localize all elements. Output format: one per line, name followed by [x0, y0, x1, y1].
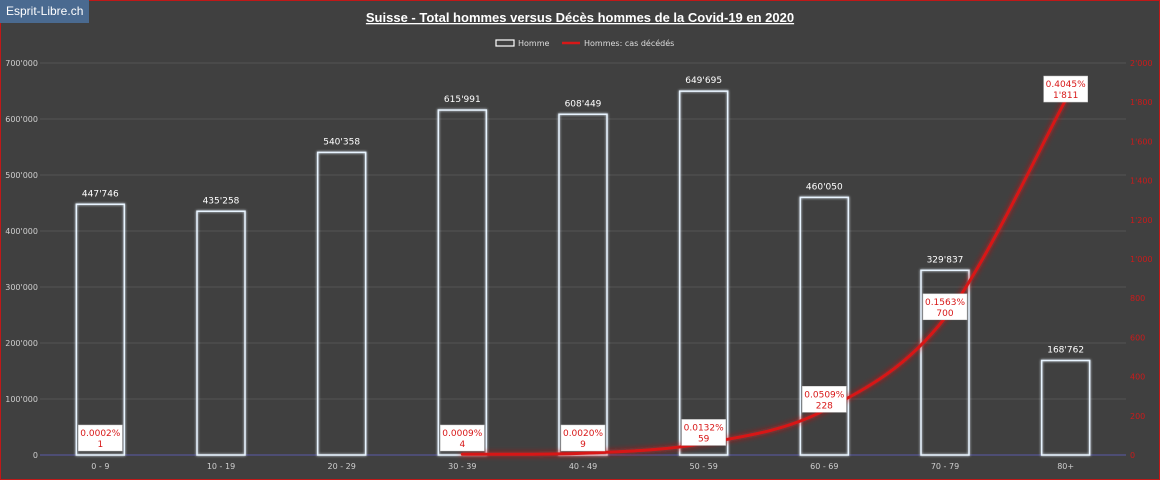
bar-homme	[558, 113, 608, 456]
x-tick-label: 10 - 19	[207, 462, 235, 471]
chart-title: Suisse - Total hommes versus Décès homme…	[366, 10, 794, 25]
bar-value-label: 540'358	[323, 137, 360, 147]
bar-homme	[75, 203, 126, 456]
y-left-tick-label: 600'000	[5, 115, 38, 124]
bar-value-label: 447'746	[82, 189, 119, 199]
death-label-background	[922, 293, 968, 321]
death-label-background	[78, 424, 123, 452]
y-right-tick-label: 1'400	[1130, 177, 1153, 186]
bar-homme	[1040, 359, 1091, 456]
death-label-background	[681, 419, 726, 446]
y-left-tick-label: 400'000	[5, 227, 38, 236]
legend: Homme Hommes: cas décédés	[495, 38, 674, 48]
death-label-box: 0.0509%228	[802, 386, 847, 413]
death-label-box: 0.0002%1	[78, 424, 123, 452]
x-tick-label: 60 - 69	[810, 462, 838, 471]
death-percent-label: 0.0132%	[684, 423, 724, 433]
y-left-tick-label: 0	[33, 451, 38, 460]
death-label-box: 0.4045%1'811	[1043, 75, 1088, 103]
death-percent-label: 0.0020%	[563, 429, 603, 439]
y-left-tick-label: 700'000	[5, 59, 38, 68]
legend-label-deces: Hommes: cas décédés	[584, 38, 674, 48]
x-tick-label: 50 - 59	[689, 462, 717, 471]
gridlines	[40, 62, 1126, 456]
y-right-tick-label: 1'200	[1130, 216, 1153, 225]
bar-value-label: 435'258	[203, 196, 240, 206]
x-tick-label: 40 - 49	[569, 462, 597, 471]
bar-homme	[799, 196, 850, 456]
y-left-tick-label: 200'000	[5, 339, 38, 348]
y-right-tick-label: 2'000	[1130, 59, 1153, 68]
y-axis-left: 0 100'000 200'000 300'000 400'000 500'000 600'…	[5, 59, 38, 460]
legend-swatch-homme	[495, 39, 515, 47]
bar-value-label: 608'449	[565, 99, 602, 109]
bar-value-label: 168'762	[1047, 345, 1084, 355]
y-right-tick-label: 800	[1130, 294, 1145, 303]
bar-homme	[196, 210, 246, 456]
death-count-label: 1'811	[1053, 91, 1078, 101]
death-label-background	[1043, 75, 1088, 103]
y-right-tick-label: 1'600	[1130, 137, 1153, 146]
death-label-box: 0.0020%9	[560, 424, 606, 452]
death-count-label: 228	[816, 401, 833, 411]
bar-value-label: 649'695	[685, 76, 722, 86]
bar-homme	[920, 269, 970, 456]
death-label-background	[802, 386, 847, 413]
line-series-deces	[460, 98, 1068, 456]
y-right-tick-label: 1'800	[1130, 98, 1153, 107]
site-badge[interactable]: Esprit-Libre.ch	[0, 0, 90, 23]
y-left-tick-label: 100'000	[5, 395, 38, 404]
death-percent-label: 0.0009%	[442, 429, 482, 439]
y-left-tick-label: 300'000	[5, 283, 38, 292]
y-right-tick-label: 600	[1130, 333, 1145, 342]
x-tick-label: 70 - 79	[931, 462, 959, 471]
y-axis-right: 0 200 400 600 800 1'000 1'200 1'400 1'600 1'800 2'…	[1130, 59, 1153, 460]
death-percent-label: 0.1563%	[925, 298, 965, 308]
legend-label-homme: Homme	[518, 39, 549, 48]
death-label-box: 0.1563%700	[922, 293, 968, 321]
y-right-tick-label: 1'000	[1130, 255, 1153, 264]
death-label-box: 0.0009%4	[440, 424, 485, 452]
death-percent-label: 0.0509%	[804, 390, 844, 400]
death-data-labels: 0.0002%1 0.0009%4 0.0020%9 0.0132%59 0.0509%…	[78, 75, 1088, 452]
bar-homme	[437, 109, 488, 456]
y-right-tick-label: 0	[1130, 451, 1135, 460]
death-label-background	[440, 424, 485, 452]
death-count-label: 700	[936, 309, 953, 319]
bar-value-label: 329'837	[927, 255, 964, 265]
deces-line	[460, 98, 1068, 456]
bar-series-homme: 447'746 435'258 540'358 615'991 608'449 649'6…	[75, 76, 1091, 456]
x-tick-label: 0 - 9	[91, 462, 109, 471]
bar-value-label: 460'050	[806, 182, 843, 192]
death-percent-label: 0.0002%	[80, 429, 120, 439]
death-count-label: 59	[698, 434, 710, 444]
death-count-label: 4	[459, 440, 465, 450]
bar-homme	[316, 151, 367, 456]
death-count-label: 1	[97, 440, 103, 450]
bar-homme	[678, 90, 729, 456]
y-left-tick-label: 500'000	[5, 171, 38, 180]
death-percent-label: 0.4045%	[1046, 80, 1086, 90]
death-label-box: 0.0132%59	[681, 419, 726, 446]
y-right-tick-label: 400	[1130, 373, 1145, 382]
x-axis: 0 - 9 10 - 19 20 - 29 30 - 39 40 - 49 50 - 59…	[91, 462, 1074, 471]
bar-value-label: 615'991	[444, 95, 481, 105]
x-tick-label: 20 - 29	[327, 462, 355, 471]
x-tick-label: 80+	[1057, 462, 1074, 471]
death-label-background	[560, 424, 606, 452]
y-right-tick-label: 200	[1130, 412, 1145, 421]
death-count-label: 9	[580, 440, 586, 450]
x-tick-label: 30 - 39	[448, 462, 476, 471]
